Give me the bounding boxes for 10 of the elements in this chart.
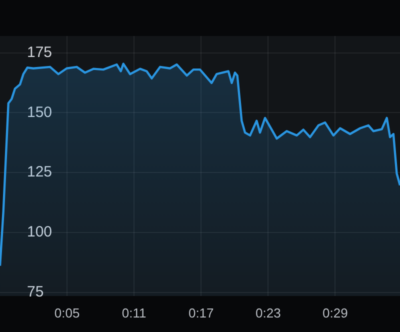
x-tick-label: 0:29 <box>322 305 348 320</box>
x-tick-label: 0:05 <box>54 305 80 320</box>
y-tick-label: 125 <box>27 164 52 181</box>
y-tick-label: 150 <box>27 104 52 121</box>
y-tick-label: 100 <box>27 224 52 241</box>
x-tick-label: 0:23 <box>256 305 281 320</box>
y-tick-label: 75 <box>27 284 44 301</box>
y-tick-label: 175 <box>27 44 52 61</box>
x-tick-label: 0:11 <box>122 305 146 320</box>
x-tick-label: 0:17 <box>188 305 214 320</box>
